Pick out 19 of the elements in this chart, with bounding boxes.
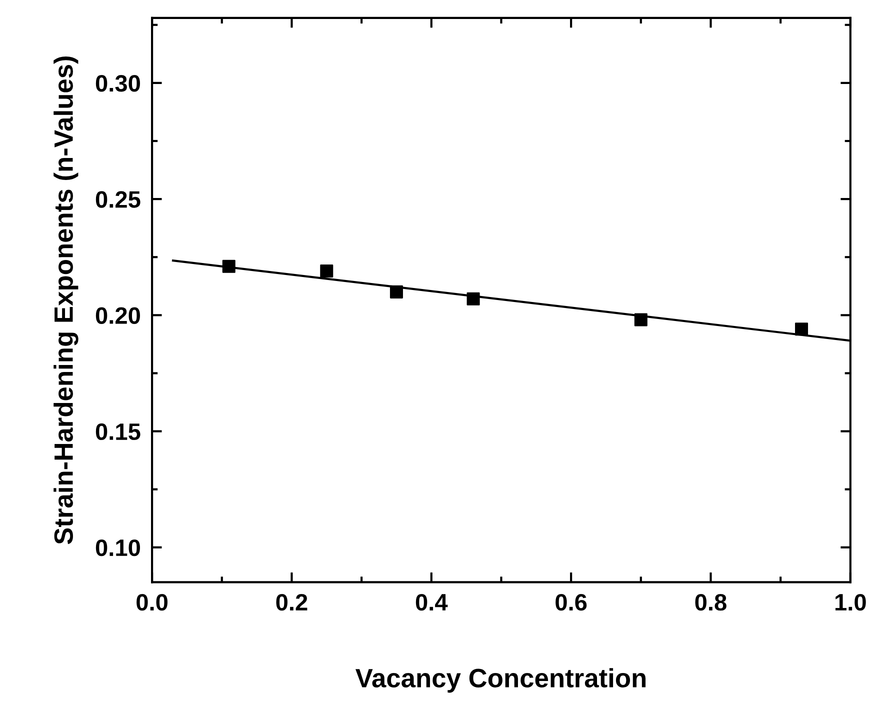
y-axis-title: Strain-Hardening Exponents (n-Values) <box>54 56 78 544</box>
y-tick-label: 0.30 <box>96 75 140 92</box>
x-tick-label: 0.0 <box>136 594 168 611</box>
point <box>795 322 808 336</box>
point <box>320 264 334 278</box>
y-tick-label: 0.10 <box>96 539 140 556</box>
point <box>390 285 403 298</box>
y-tick-label: 0.20 <box>96 307 140 324</box>
x-tick-label: 1.0 <box>835 594 866 611</box>
y-tick-label: 0.25 <box>96 191 140 208</box>
point <box>466 292 480 306</box>
point <box>634 313 648 326</box>
x-tick-label: 0.8 <box>695 594 726 611</box>
point <box>222 260 236 273</box>
x-tick-label: 0.2 <box>276 594 308 611</box>
x-axis-title: Vacancy Concentration <box>356 668 646 693</box>
x-tick-label: 0.4 <box>416 594 448 611</box>
y-tick-label: 0.15 <box>96 423 140 440</box>
x-tick-label: 0.6 <box>556 594 587 611</box>
